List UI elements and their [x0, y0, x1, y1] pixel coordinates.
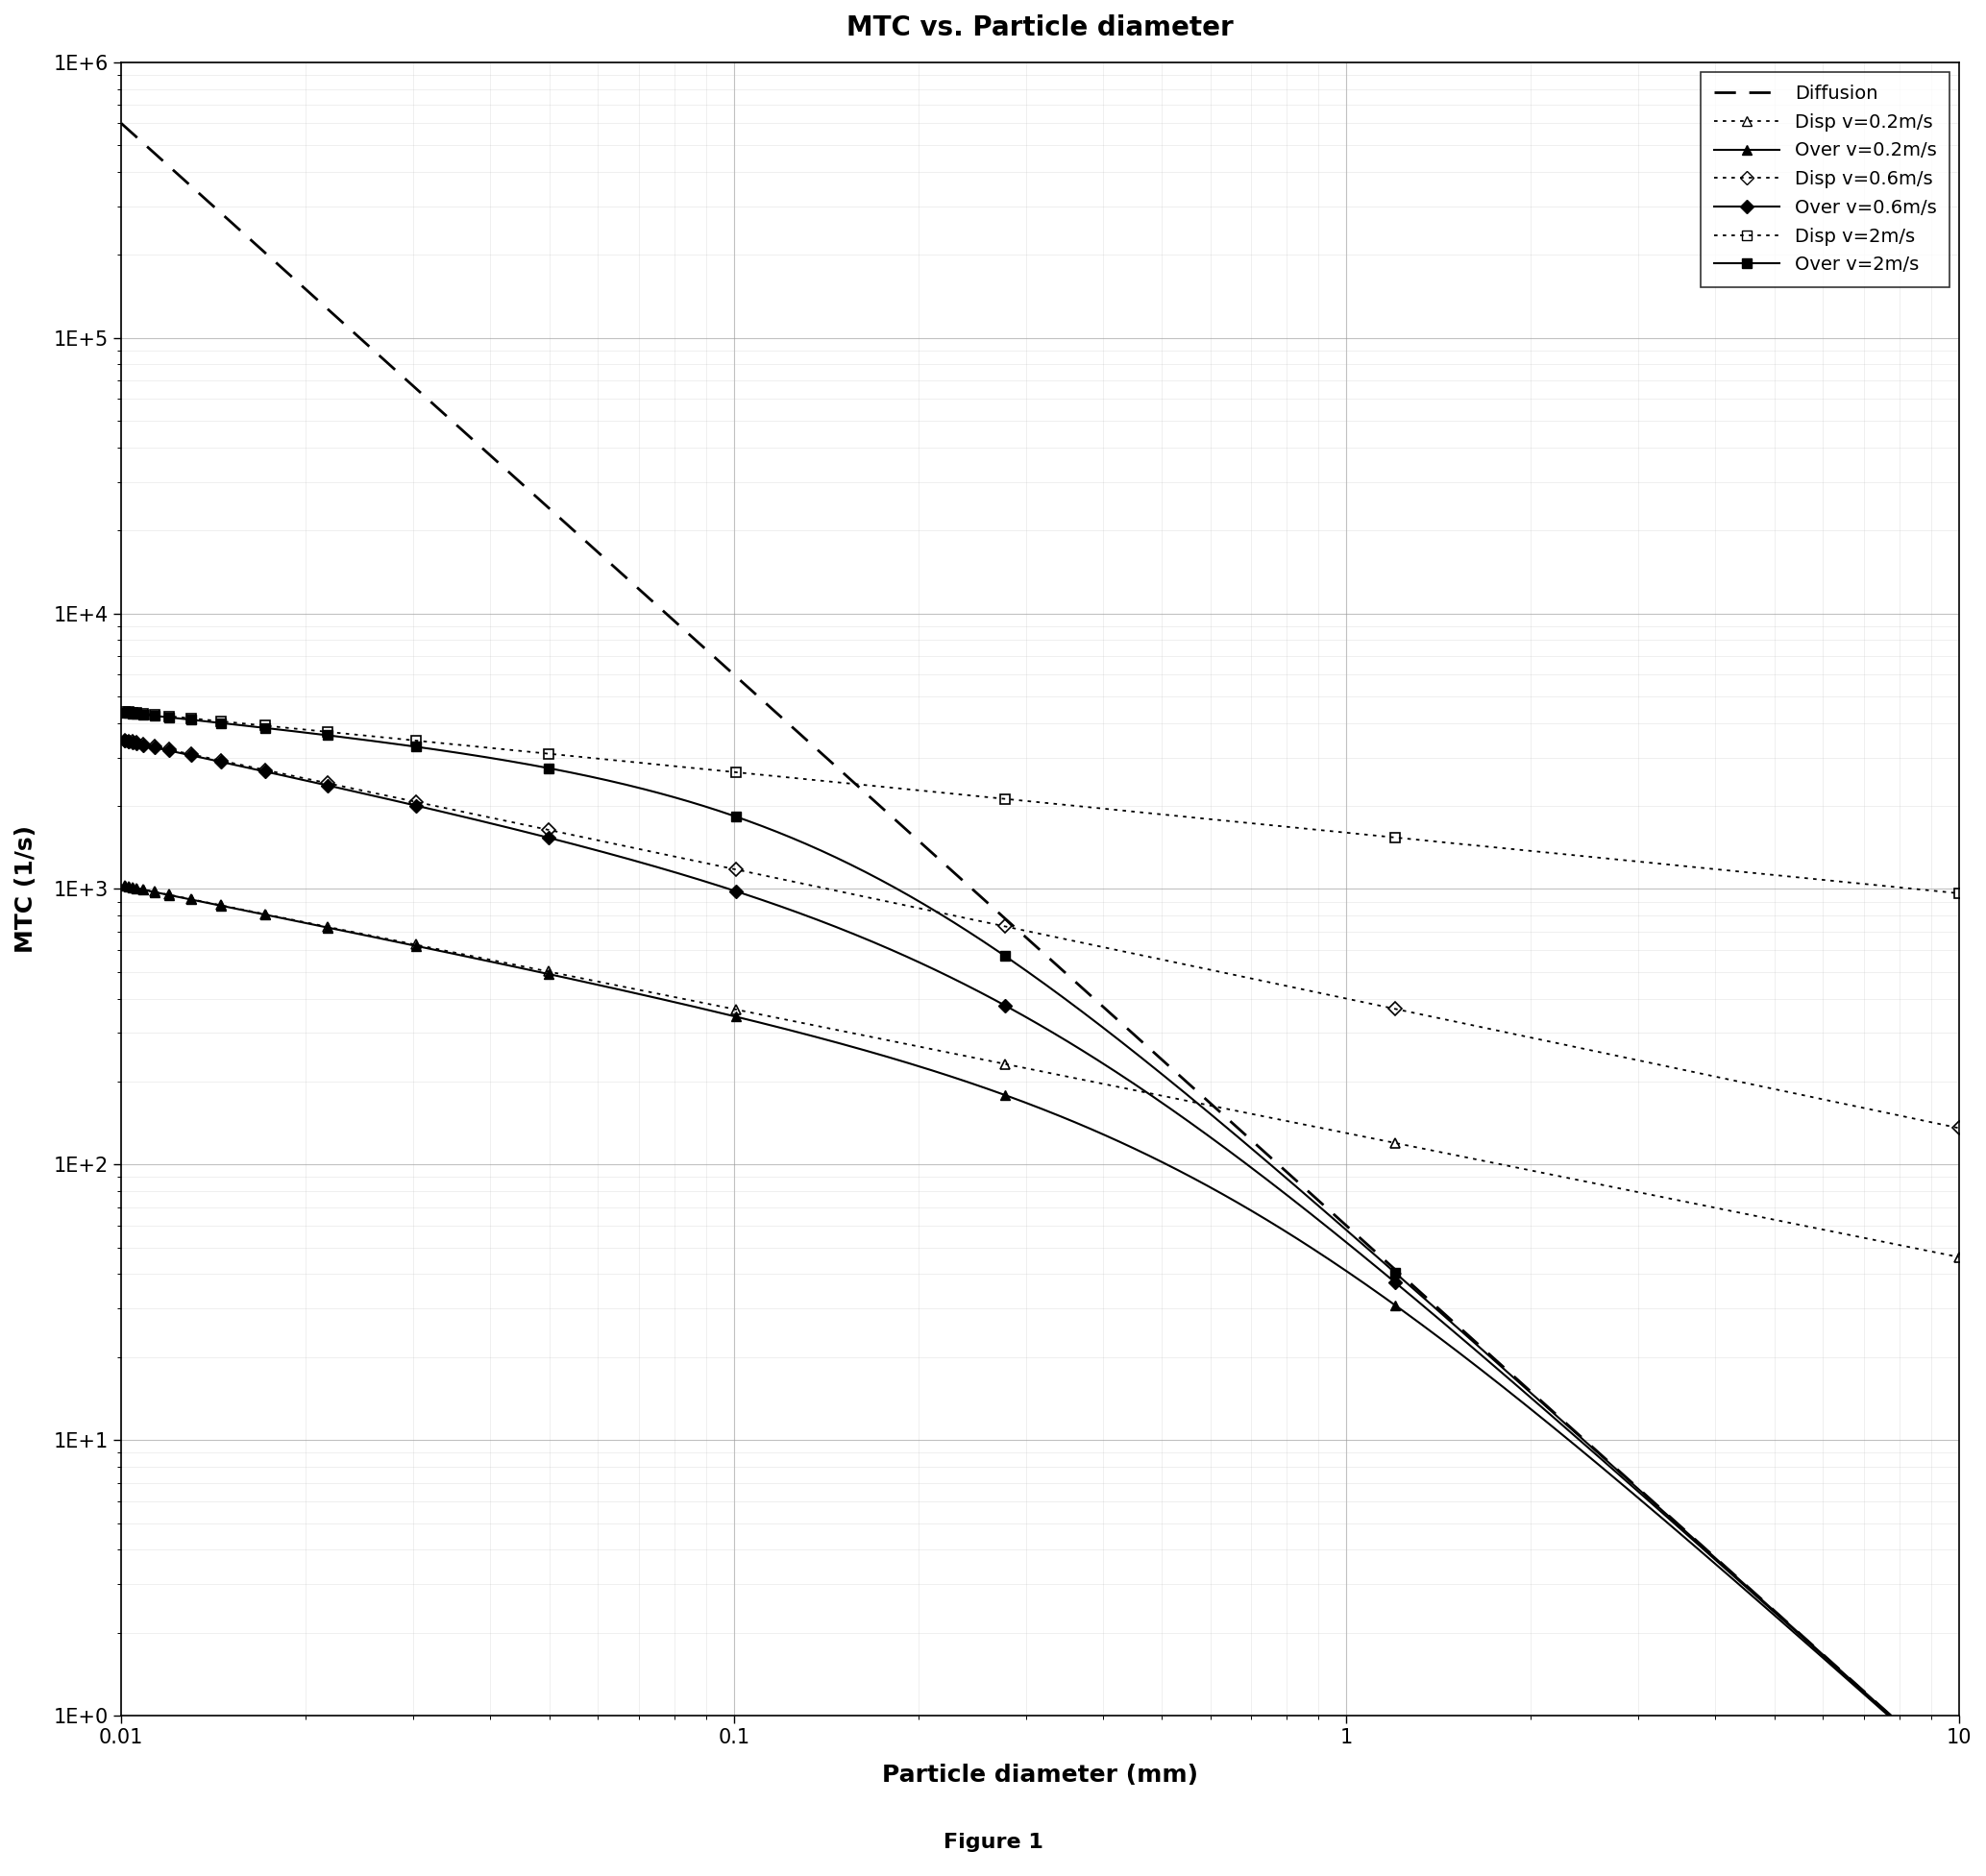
- Over v=2.0m/s: [983, 938, 1007, 961]
- Disp v=0.6m/s: [1204, 959, 1227, 981]
- Disp v=2.0m/s: [1104, 799, 1128, 822]
- Disp v=2.0m/s: [1946, 882, 1970, 904]
- Over v=0.6m/s: [1903, 1726, 1926, 1748]
- Diffusion: [993, 908, 1017, 930]
- Line: Disp v=0.6m/s: Disp v=0.6m/s: [121, 739, 1958, 1127]
- Over v=0.6m/s: [1204, 1129, 1227, 1152]
- Diffusion: [1946, 1765, 1970, 1788]
- Over v=0.6m/s: [1946, 1765, 1970, 1788]
- Over v=0.6m/s: [993, 994, 1017, 1017]
- Text: Figure 1: Figure 1: [943, 1833, 1043, 1852]
- Over v=2.0m/s: [109, 702, 133, 724]
- Disp v=2.0m/s: [109, 700, 133, 722]
- Over v=2.0m/s: [993, 946, 1017, 968]
- Over v=0.2m/s: [109, 874, 133, 897]
- Title: MTC vs. Particle diameter: MTC vs. Particle diameter: [846, 15, 1233, 41]
- Disp v=0.2m/s: [993, 1052, 1017, 1075]
- Disp v=0.2m/s: [1204, 1096, 1227, 1118]
- Disp v=0.2m/s: [1104, 1075, 1128, 1097]
- Disp v=0.2m/s: [1903, 1236, 1926, 1259]
- Over v=0.6m/s: [1615, 1471, 1638, 1493]
- Disp v=0.2m/s: [1946, 1246, 1970, 1268]
- Line: Over v=0.2m/s: Over v=0.2m/s: [121, 885, 1958, 1778]
- Over v=2.0m/s: [1104, 1026, 1128, 1049]
- Over v=0.2m/s: [1903, 1728, 1926, 1750]
- Disp v=2.0m/s: [993, 788, 1017, 810]
- Over v=0.2m/s: [993, 1084, 1017, 1107]
- Disp v=0.2m/s: [1615, 1178, 1638, 1201]
- Over v=0.2m/s: [1204, 1178, 1227, 1201]
- Diffusion: [1903, 1726, 1926, 1748]
- Diffusion: [1615, 1467, 1638, 1490]
- Over v=0.6m/s: [983, 989, 1007, 1011]
- Disp v=2.0m/s: [1615, 850, 1638, 872]
- Disp v=0.6m/s: [1946, 1116, 1970, 1139]
- Diffusion: [1204, 1096, 1227, 1118]
- Disp v=0.6m/s: [993, 915, 1017, 938]
- Disp v=2.0m/s: [1204, 809, 1227, 831]
- Y-axis label: MTC (1/s): MTC (1/s): [14, 825, 38, 953]
- Diffusion: [1104, 1007, 1128, 1030]
- Disp v=0.6m/s: [983, 914, 1007, 936]
- Disp v=0.6m/s: [1903, 1107, 1926, 1129]
- Over v=0.6m/s: [109, 730, 133, 752]
- Line: Diffusion: Diffusion: [121, 124, 1958, 1777]
- Diffusion: [983, 897, 1007, 919]
- Disp v=0.2m/s: [109, 874, 133, 897]
- Legend: Diffusion, Disp v=0.2m/s, Over v=0.2m/s, Disp v=0.6m/s, Over v=0.6m/s, Disp v=2m: Diffusion, Disp v=0.2m/s, Over v=0.2m/s,…: [1702, 71, 1950, 287]
- X-axis label: Particle diameter (mm): Particle diameter (mm): [882, 1763, 1198, 1786]
- Over v=0.2m/s: [1104, 1129, 1128, 1152]
- Over v=0.2m/s: [1615, 1478, 1638, 1501]
- Disp v=0.6m/s: [1615, 1047, 1638, 1069]
- Over v=0.2m/s: [1946, 1767, 1970, 1790]
- Over v=2.0m/s: [1946, 1765, 1970, 1788]
- Over v=2.0m/s: [1903, 1726, 1926, 1748]
- Over v=2.0m/s: [1615, 1467, 1638, 1490]
- Over v=2.0m/s: [1204, 1107, 1227, 1129]
- Line: Over v=2.0m/s: Over v=2.0m/s: [121, 713, 1958, 1777]
- Disp v=0.6m/s: [1104, 938, 1128, 961]
- Line: Disp v=2.0m/s: Disp v=2.0m/s: [121, 711, 1958, 893]
- Disp v=2.0m/s: [983, 786, 1007, 809]
- Over v=0.2m/s: [983, 1081, 1007, 1103]
- Disp v=0.2m/s: [983, 1051, 1007, 1073]
- Disp v=0.6m/s: [109, 728, 133, 750]
- Line: Disp v=0.2m/s: Disp v=0.2m/s: [121, 885, 1958, 1257]
- Diffusion: [109, 113, 133, 135]
- Line: Over v=0.6m/s: Over v=0.6m/s: [121, 741, 1958, 1777]
- Disp v=2.0m/s: [1903, 878, 1926, 900]
- Over v=0.6m/s: [1104, 1060, 1128, 1082]
